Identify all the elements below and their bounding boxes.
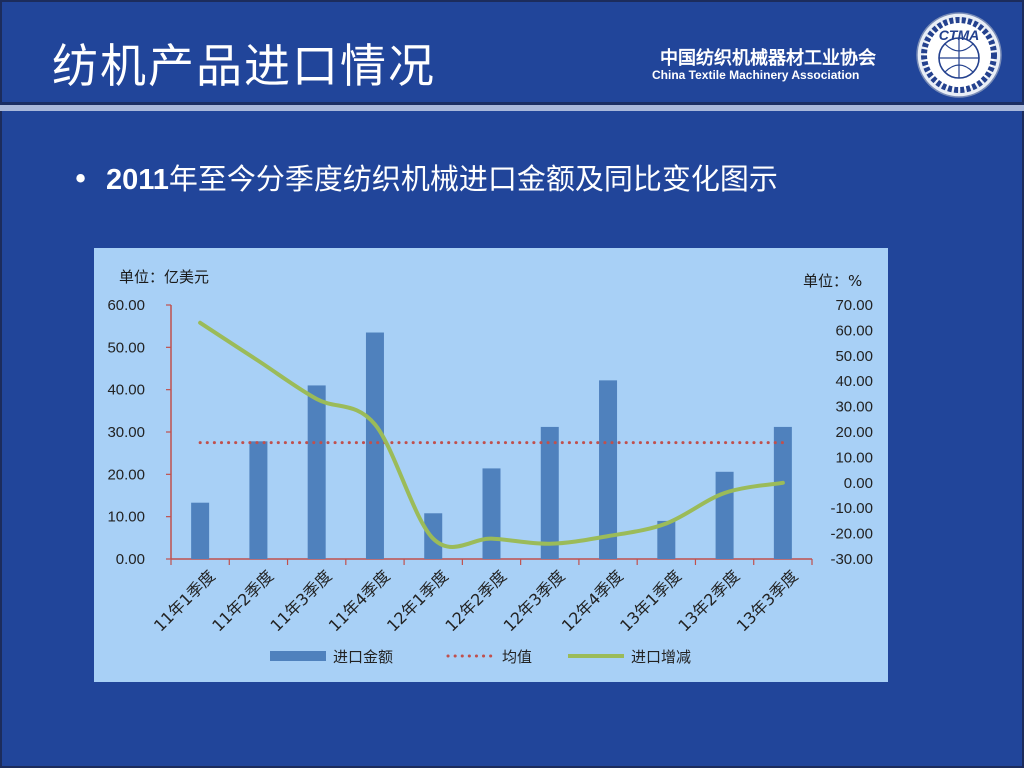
x-category-label: 13年3季度 xyxy=(733,566,802,635)
slide-title: 纺机产品进口情况 xyxy=(52,39,436,93)
y-left-tick-label: 40.00 xyxy=(107,382,145,399)
legend-label-mean: 均值 xyxy=(502,648,532,666)
y-right-tick-label: 0.00 xyxy=(844,475,873,492)
y-right-tick-label: 60.00 xyxy=(835,322,873,339)
bullet-glyph: • xyxy=(72,162,90,196)
bullet-year: 2011 xyxy=(106,164,169,196)
ctma-logo-icon: CTMA xyxy=(916,12,1002,98)
bar-import-amount xyxy=(307,385,326,559)
x-category-label: 12年1季度 xyxy=(383,566,452,635)
x-category-label: 12年2季度 xyxy=(441,566,510,635)
bullet-heading: • 2011年至今分季度纺织机械进口金额及同比变化图示 xyxy=(72,156,778,198)
y-left-tick-label: 10.00 xyxy=(107,509,145,526)
y-left-tick-label: 30.00 xyxy=(107,424,145,441)
bullet-text: 年至今分季度纺织机械进口金额及同比变化图示 xyxy=(168,162,778,196)
legend-swatch-bar xyxy=(270,651,326,661)
bar-import-amount xyxy=(249,441,268,559)
x-category-label: 11年2季度 xyxy=(208,566,277,635)
growth-line xyxy=(198,320,785,549)
y-left-tick-label: 0.00 xyxy=(116,551,145,568)
logo-text: CTMA xyxy=(939,27,979,43)
x-category-label: 12年3季度 xyxy=(500,566,569,635)
y-right-tick-label: 10.00 xyxy=(835,449,873,466)
unit-left-label: 单位：亿美元 xyxy=(119,268,210,286)
association-name-en: China Textile Machinery Association xyxy=(652,68,860,82)
y-right-tick-label: 70.00 xyxy=(835,297,873,314)
x-category-label: 11年3季度 xyxy=(267,566,336,635)
chart-panel: 单位：亿美元 单位：% 0.00 10.00 20.00 30.00 40.00 50.0… xyxy=(94,248,888,682)
import-chart: 0.00 10.00 20.00 30.00 40.00 50.00 60.00 -30.00… xyxy=(107,297,873,666)
legend-label-growth: 进口增减 xyxy=(631,648,691,666)
bar-import-amount xyxy=(482,468,501,559)
bar-import-amount xyxy=(657,520,676,559)
bar-import-amount xyxy=(715,471,734,559)
y-left-tick-label: 50.00 xyxy=(107,339,145,356)
y-right-tick-label: 20.00 xyxy=(835,424,873,441)
y-right-tick-label: 30.00 xyxy=(835,399,873,416)
legend-label-amount: 进口金额 xyxy=(333,648,393,666)
y-left-tick-label: 60.00 xyxy=(107,297,145,314)
bar-import-amount xyxy=(540,426,559,559)
x-category-label: 13年2季度 xyxy=(674,566,743,635)
header-divider xyxy=(0,102,1024,105)
y-right-tick-label: -10.00 xyxy=(830,500,873,517)
y-right-tick-label: 50.00 xyxy=(835,348,873,365)
x-category-label: 11年1季度 xyxy=(150,566,219,635)
y-left-tick-label: 20.00 xyxy=(107,466,145,483)
bar-import-amount xyxy=(599,380,618,559)
x-category-label: 11年4季度 xyxy=(325,566,394,635)
unit-right-label: 单位：% xyxy=(803,272,863,290)
y-right-tick-label: -20.00 xyxy=(830,526,873,543)
association-name-cn: 中国纺织机械器材工业协会 xyxy=(660,48,876,69)
bar-import-amount xyxy=(365,332,384,559)
header-divider-light xyxy=(0,105,1024,111)
x-category-label: 13年1季度 xyxy=(616,566,685,635)
y-right-tick-label: 40.00 xyxy=(835,373,873,390)
x-category-label: 12年4季度 xyxy=(558,566,627,635)
bar-import-amount xyxy=(773,426,792,559)
bar-import-amount xyxy=(191,502,210,559)
y-right-tick-label: -30.00 xyxy=(830,551,873,568)
